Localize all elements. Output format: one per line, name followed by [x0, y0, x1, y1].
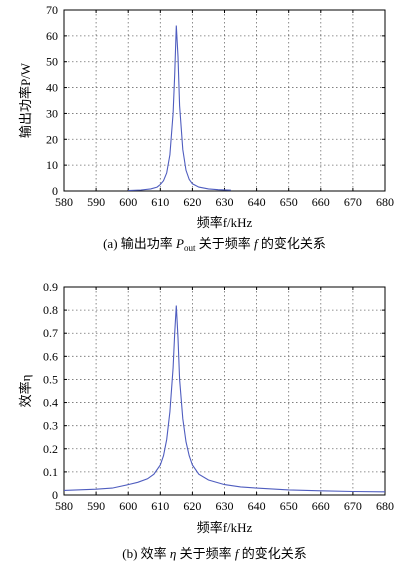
y-tick-label: 0.1 [43, 465, 58, 479]
y-axis-label: 输出功率P/W [18, 62, 33, 138]
plot-frame [63, 9, 386, 192]
x-tick-label: 680 [376, 195, 394, 209]
x-tick-label: 590 [87, 195, 105, 209]
x-tick-label: 630 [216, 195, 234, 209]
y-tick-label: 0.4 [43, 396, 58, 410]
y-tick-label: 0 [52, 184, 58, 198]
x-tick-label: 580 [55, 195, 73, 209]
series-line-1 [128, 25, 231, 192]
y-tick-label: 0.9 [43, 280, 58, 294]
y-axis-label: 效率η [18, 374, 33, 407]
y-tick-label: 0.6 [43, 349, 58, 363]
y-tick-label: 30 [46, 106, 58, 120]
x-axis-label: 频率f/kHz [197, 215, 253, 230]
x-tick-label: 640 [248, 195, 266, 209]
y-tick-label: 50 [46, 55, 58, 69]
x-tick-label: 660 [312, 195, 330, 209]
y-tick-label: 20 [46, 132, 58, 146]
x-tick-label: 620 [183, 195, 201, 209]
x-tick-label: 610 [151, 195, 169, 209]
series-line-1 [63, 305, 386, 493]
y-tick-label: 0.2 [43, 442, 58, 456]
x-tick-label: 610 [151, 499, 169, 513]
x-tick-label: 640 [248, 499, 266, 513]
chart-panel-1: 580 590 600 610 620 630 640 650 660 670 680 0 10 20 30… [18, 3, 394, 253]
chart-panel-2: 580 590 600 610 620 630 640 650 660 670 680 0 0.1 0.2… [18, 280, 394, 561]
x-tick-label: 600 [119, 195, 137, 209]
x-tick-label: 630 [216, 499, 234, 513]
x-tick-label: 600 [119, 499, 137, 513]
x-tick-label: 670 [344, 499, 362, 513]
y-tick-label: 0.7 [43, 326, 58, 340]
y-tick-label: 40 [46, 81, 58, 95]
x-tick-label: 580 [55, 499, 73, 513]
x-tick-label: 660 [312, 499, 330, 513]
y-tick-label: 60 [46, 29, 58, 43]
x-tick-label: 620 [183, 499, 201, 513]
x-tick-label: 680 [376, 499, 394, 513]
y-tick-label: 70 [46, 3, 58, 17]
y-tick-label: 0.8 [43, 303, 58, 317]
y-tick-label: 0.5 [43, 372, 58, 386]
x-tick-label: 590 [87, 499, 105, 513]
y-tick-label: 0.3 [43, 419, 58, 433]
figure-caption: (a) 输出功率 Pout 关于频率 f 的变化关系 [103, 236, 326, 253]
x-tick-label: 670 [344, 195, 362, 209]
x-axis-label: 频率f/kHz [197, 520, 253, 535]
x-tick-label: 650 [280, 499, 298, 513]
y-tick-label: 0 [52, 488, 58, 502]
figure-caption: (b) 效率 η 关于频率 f 的变化关系 [122, 546, 307, 561]
x-tick-label: 650 [280, 195, 298, 209]
y-tick-label: 10 [46, 158, 58, 172]
